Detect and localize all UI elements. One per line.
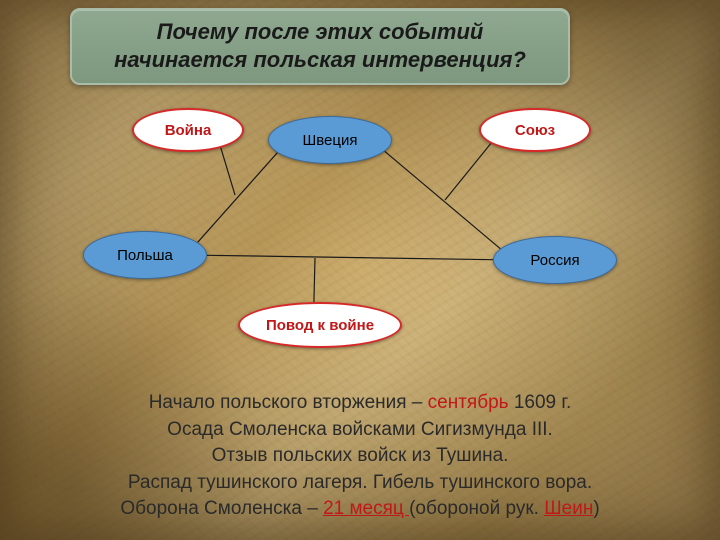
- body-text: Начало польского вторжения – сентябрь 16…: [0, 390, 720, 523]
- node-poland: Польша: [83, 231, 207, 279]
- body-line: Распад тушинского лагеря. Гибель тушинск…: [0, 470, 720, 497]
- question-title: Почему после этих событий начинается пол…: [70, 8, 570, 85]
- body-line: Отзыв польских войск из Тушина.: [0, 443, 720, 470]
- body-line: Начало польского вторжения – сентябрь 16…: [0, 390, 720, 417]
- body-line: Оборона Смоленска – 21 месяц (обороной р…: [0, 496, 720, 523]
- node-war: Война: [132, 108, 244, 152]
- node-pretext: Повод к войне: [238, 302, 402, 348]
- node-sweden: Швеция: [268, 116, 392, 164]
- body-line: Осада Смоленска войсками Сигизмунда III.: [0, 417, 720, 444]
- node-russia: Россия: [493, 236, 617, 284]
- node-union: Союз: [479, 108, 591, 152]
